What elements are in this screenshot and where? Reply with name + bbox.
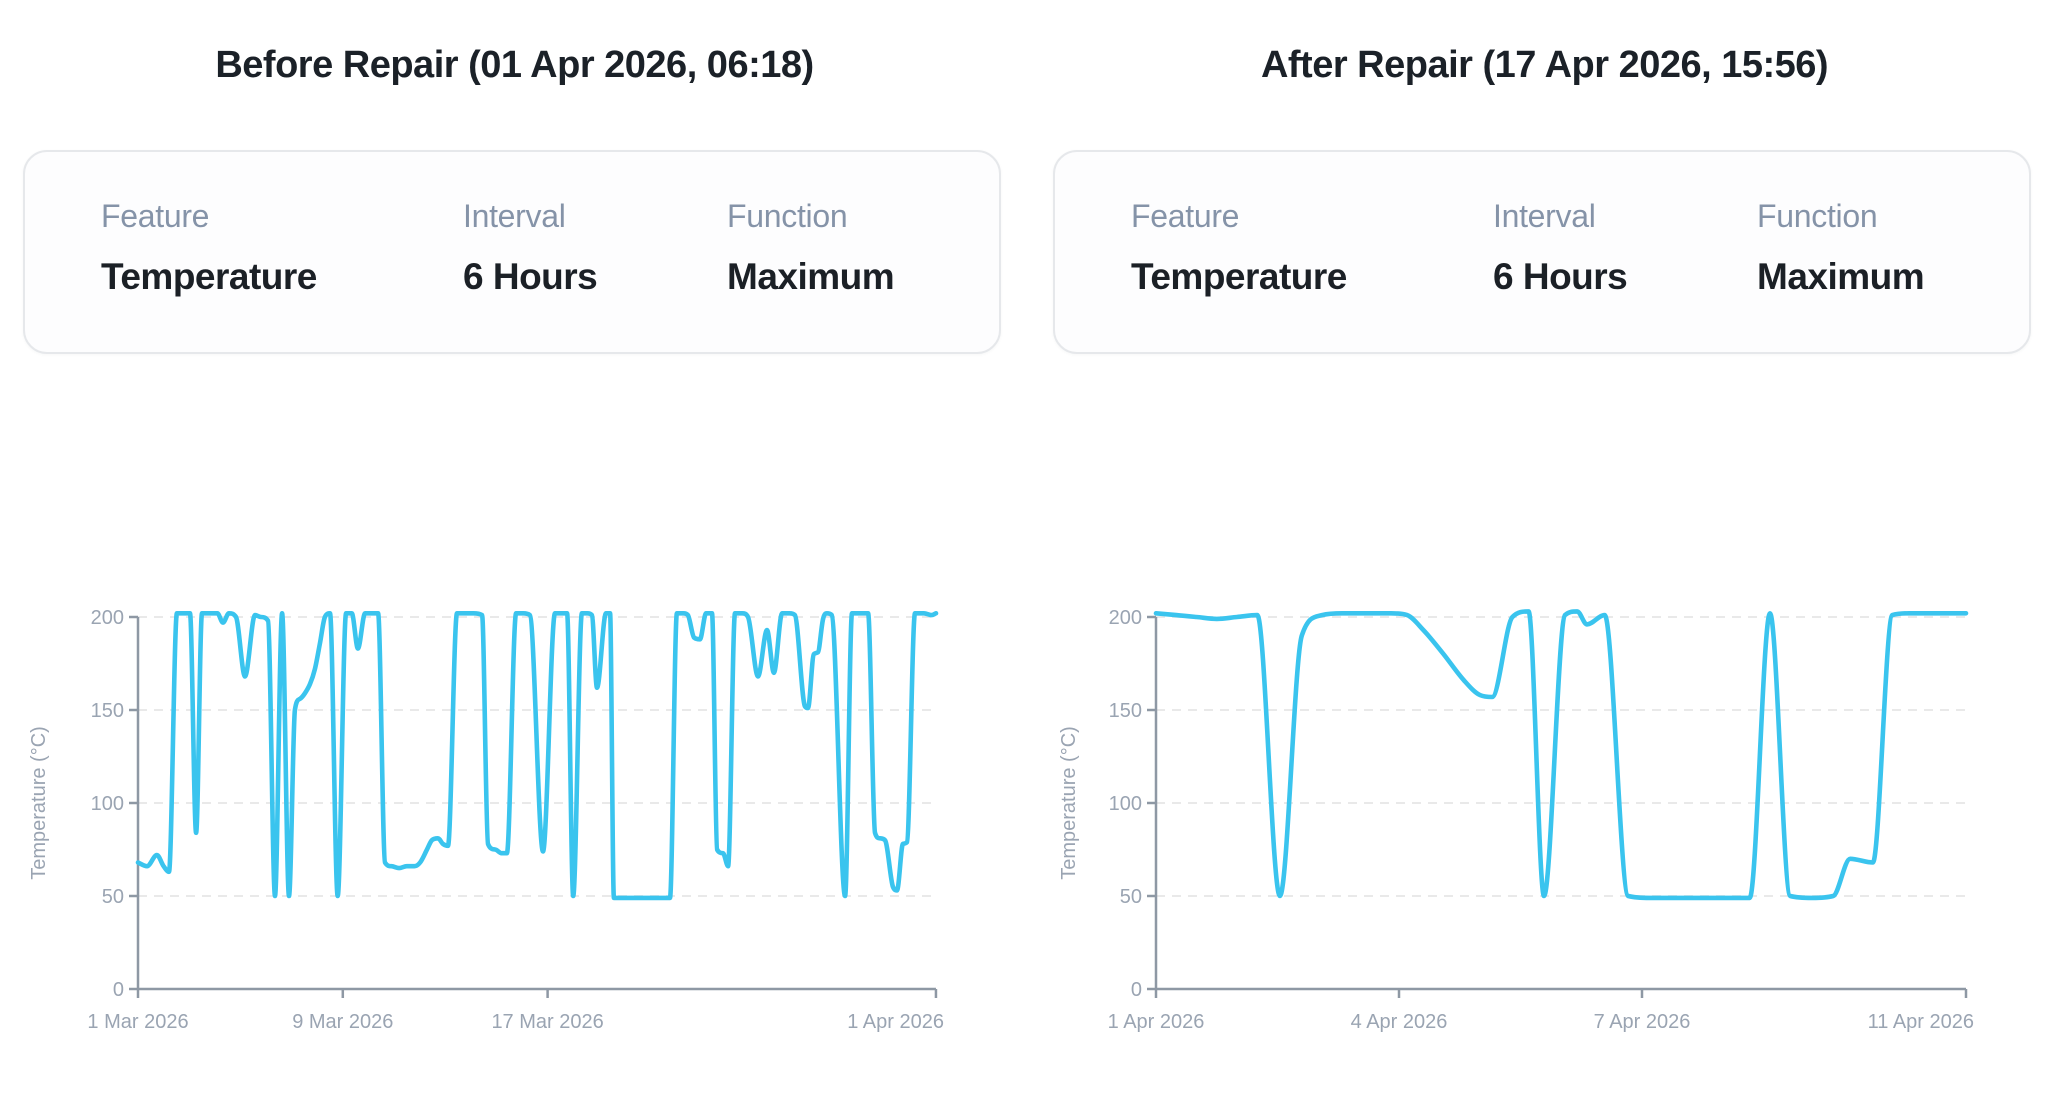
interval-value: 6 Hours — [463, 256, 598, 297]
page-title: Before Repair (01 Apr 2026, 06:18) — [215, 44, 814, 86]
interval-label: Interval — [1493, 198, 1596, 234]
feature-label: Feature — [101, 198, 210, 234]
temperature-line — [135, 611, 939, 901]
function-value: Maximum — [1757, 256, 1925, 297]
temperature-line — [1153, 609, 1969, 901]
y-tick-label: 100 — [1109, 793, 1142, 815]
x-tick-label: 9 Mar 2026 — [292, 1011, 393, 1033]
y-tick-label: 150 — [1109, 700, 1142, 722]
feature-value: Temperature — [101, 256, 317, 297]
summary-card: Feature Temperature Interval 6 Hours Fun… — [1053, 150, 2031, 354]
x-tick-label: 7 Apr 2026 — [1594, 1011, 1691, 1033]
page-title: After Repair (17 Apr 2026, 15:56) — [1260, 44, 1829, 86]
y-tick-label: 100 — [91, 793, 124, 815]
function-label: Function — [727, 198, 848, 234]
y-tick-label: 0 — [1131, 979, 1142, 1001]
x-tick-label: 1 Apr 2026 — [847, 1011, 944, 1033]
y-axis-title: Temperature (°C) — [1058, 726, 1080, 880]
interval-label: Interval — [463, 198, 566, 234]
y-tick-label: 150 — [91, 700, 124, 722]
x-tick-label: 11 Apr 2026 — [1868, 1011, 1974, 1033]
panel-before-repair: Before Repair (01 Apr 2026, 06:18) Featu… — [0, 0, 1029, 1111]
summary-card: Feature Temperature Interval 6 Hours Fun… — [23, 150, 1001, 354]
interval-value: 6 Hours — [1493, 256, 1628, 297]
x-tick-label: 1 Mar 2026 — [87, 1011, 188, 1033]
y-tick-label: 200 — [91, 607, 124, 629]
temperature-chart-before[interactable]: 0 50 100 150 200 1 Mar 2026 9 Mar 2026 17 Mar 2… — [0, 560, 1029, 1060]
y-tick-label: 0 — [113, 979, 124, 1001]
y-tick-label: 200 — [1109, 607, 1142, 629]
panel-after-repair: After Repair (17 Apr 2026, 15:56) Featur… — [1030, 0, 2059, 1111]
y-tick-label: 50 — [1120, 886, 1142, 908]
x-tick-label: 1 Apr 2026 — [1108, 1011, 1205, 1033]
x-tick-label: 17 Mar 2026 — [491, 1011, 603, 1033]
function-value: Maximum — [727, 256, 895, 297]
y-axis-title: Temperature (°C) — [28, 726, 50, 880]
feature-value: Temperature — [1131, 256, 1347, 297]
feature-label: Feature — [1131, 198, 1240, 234]
x-tick-label: 4 Apr 2026 — [1351, 1011, 1448, 1033]
temperature-chart-after[interactable]: 0 50 100 150 200 1 Apr 2026 4 Apr 2026 7 Apr 20… — [1030, 560, 2059, 1060]
function-label: Function — [1757, 198, 1878, 234]
y-tick-label: 50 — [102, 886, 124, 908]
